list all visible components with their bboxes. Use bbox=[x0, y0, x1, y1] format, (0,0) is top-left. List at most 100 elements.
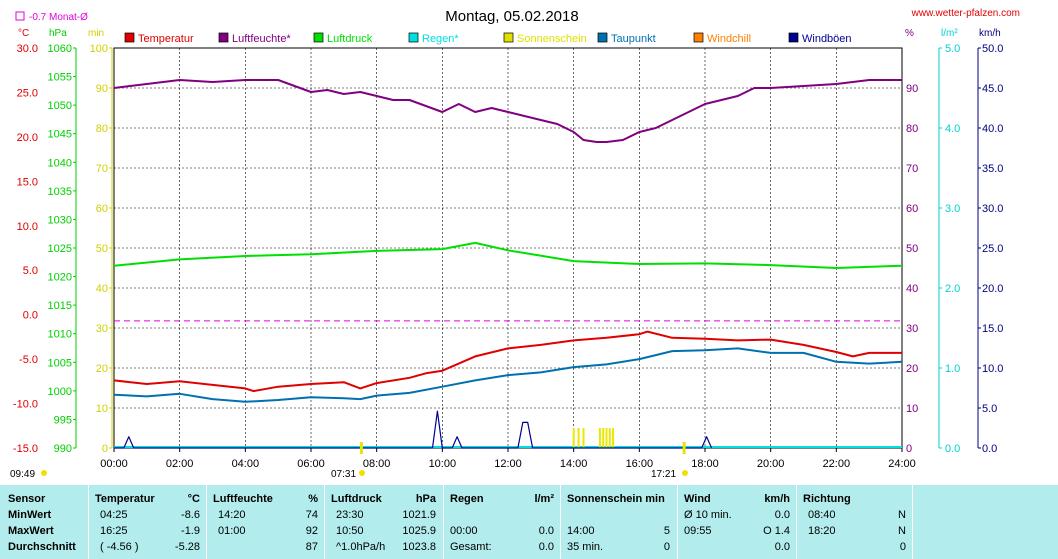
stats-divider bbox=[560, 485, 561, 559]
wind-tick-label: 30.0 bbox=[982, 203, 1003, 215]
min-tick-label: 20 bbox=[96, 363, 108, 375]
stats-header-pressure: Luftdruck bbox=[331, 493, 382, 505]
legend-swatch bbox=[408, 32, 419, 43]
stats-header-temp-unit: °C bbox=[187, 493, 200, 505]
rain-tick-label: 3.0 bbox=[945, 203, 960, 215]
celsius-tick-label: 15.0 bbox=[17, 176, 38, 188]
min-tick-label: 40 bbox=[96, 283, 108, 295]
stats-table: Sensor Temperatur °C Luftfeuchte % Luftd… bbox=[0, 485, 1058, 559]
stats-cell-press-time: ^1.0hPa/h bbox=[336, 541, 386, 553]
legend-swatch bbox=[313, 32, 324, 43]
hpa-tick-label: 1060 bbox=[48, 43, 72, 55]
celsius-tick-label: 10.0 bbox=[17, 221, 38, 233]
wind-tick-label: 5.0 bbox=[982, 403, 997, 415]
x-tick-label: 08:00 bbox=[363, 458, 391, 470]
hpa-tick-label: 995 bbox=[54, 414, 72, 426]
stats-header-temp: Temperatur bbox=[95, 493, 155, 505]
legend-item-label: Windböen bbox=[802, 33, 852, 45]
stats-cell-wind-val: 0.0 bbox=[774, 541, 790, 553]
stats-header-pressure-unit: hPa bbox=[415, 493, 436, 505]
unit-celsius: °C bbox=[18, 28, 29, 39]
x-tick-label: 10:00 bbox=[429, 458, 457, 470]
series-luftfeuchte-line bbox=[113, 79, 902, 143]
chart-legend: Temperatur Luftfeuchte* Luftdruck Regen* Son… bbox=[124, 32, 852, 45]
wind-tick-label: 45.0 bbox=[982, 83, 1003, 95]
wind-tick-label: 10.0 bbox=[982, 363, 1003, 375]
stats-row-label: MaxWert bbox=[8, 525, 54, 537]
stats-header-wind-unit: km/h bbox=[764, 493, 790, 505]
legend-item-label: Regen* bbox=[422, 33, 459, 45]
legend-swatch bbox=[503, 32, 514, 43]
stats-cell-sun-time: 14:00 bbox=[567, 525, 595, 537]
min-tick-label: 90 bbox=[96, 83, 108, 95]
percent-tick-label: 80 bbox=[906, 123, 918, 135]
unit-rain: l/m² bbox=[941, 28, 958, 39]
stats-cell-hum-time: 14:20 bbox=[218, 509, 246, 521]
sunshine-bar bbox=[572, 428, 575, 448]
hpa-tick-label: 1020 bbox=[48, 272, 72, 284]
stats-cell-rain-val: 0.0 bbox=[538, 525, 554, 537]
sunset-marker bbox=[682, 442, 686, 454]
celsius-tick-label: 0.0 bbox=[23, 310, 38, 322]
stats-cell-rain-time: 00:00 bbox=[450, 525, 478, 537]
sunrise-icon bbox=[359, 470, 365, 476]
min-tick-label: 0 bbox=[102, 443, 108, 455]
min-tick-label: 30 bbox=[96, 323, 108, 335]
sunshine-bar bbox=[602, 428, 605, 448]
hpa-tick-label: 1055 bbox=[48, 72, 72, 84]
stats-cell-wind-time: 09:55 bbox=[684, 525, 712, 537]
x-tick-label: 20:00 bbox=[757, 458, 785, 470]
x-tick-label: 24:00 bbox=[888, 458, 916, 470]
stats-divider bbox=[912, 485, 913, 559]
stats-cell-hum-time: 01:00 bbox=[218, 525, 246, 537]
rain-tick-label: 0.0 bbox=[945, 443, 960, 455]
stats-header-sensor: Sensor bbox=[8, 493, 46, 505]
x-tick-label: 14:00 bbox=[560, 458, 588, 470]
stats-cell-dir-val: 0 bbox=[899, 541, 906, 553]
wind-tick-label: 20.0 bbox=[982, 283, 1003, 295]
stats-cell-temp-val: -1.9 bbox=[181, 525, 200, 537]
x-tick-label: 00:00 bbox=[100, 458, 128, 470]
hpa-tick-label: 1050 bbox=[48, 100, 72, 112]
celsius-tick-label: 25.0 bbox=[17, 87, 38, 99]
rain-tick-label: 1.0 bbox=[945, 363, 960, 375]
x-tick-label: 04:00 bbox=[232, 458, 260, 470]
x-tick-label: 06:00 bbox=[297, 458, 325, 470]
stats-cell-temp-time: 04:25 bbox=[100, 509, 128, 521]
stats-header-humidity: Luftfeuchte bbox=[213, 493, 273, 505]
stats-cell-press-time: 23:30 bbox=[336, 509, 364, 521]
stats-cell-press-val: 1025.9 bbox=[402, 525, 436, 537]
stats-row-label: MinWert bbox=[8, 509, 52, 521]
chart-grid bbox=[113, 47, 903, 449]
legend-item-label: Sonnenschein bbox=[517, 33, 587, 45]
left-time-label: 09:49 bbox=[10, 469, 35, 480]
series-windböen-line bbox=[114, 410, 713, 449]
celsius-tick-label: -15.0 bbox=[13, 443, 38, 455]
min-tick-label: 10 bbox=[96, 403, 108, 415]
legend-swatch bbox=[788, 32, 799, 43]
stats-cell-sun-val: 0 bbox=[663, 541, 670, 553]
stats-divider bbox=[206, 485, 207, 559]
stats-divider bbox=[88, 485, 89, 559]
percent-tick-label: 40 bbox=[906, 283, 918, 295]
monthly-avg-swatch bbox=[15, 11, 25, 21]
sunset-icon bbox=[682, 470, 688, 476]
hpa-tick-label: 1035 bbox=[48, 186, 72, 198]
stats-header-direction: Richtung bbox=[803, 493, 851, 505]
legend-swatch bbox=[218, 32, 229, 43]
sunset-label: 17:21 bbox=[651, 469, 676, 480]
rain-tick-label: 2.0 bbox=[945, 283, 960, 295]
website-link[interactable]: www.wetter-pfalzen.com bbox=[911, 8, 1020, 19]
series-luftdruck-line bbox=[113, 241, 903, 269]
hpa-tick-label: 1015 bbox=[48, 300, 72, 312]
unit-percent: % bbox=[905, 28, 914, 39]
legend-item-label: Windchill bbox=[707, 33, 751, 45]
percent-tick-label: 90 bbox=[906, 83, 918, 95]
x-tick-label: 18:00 bbox=[691, 458, 719, 470]
stats-cell-dir-val: N bbox=[898, 525, 906, 537]
x-tick-label: 16:00 bbox=[626, 458, 654, 470]
percent-tick-label: 20 bbox=[906, 363, 918, 375]
stats-header-humidity-unit: % bbox=[308, 493, 318, 505]
stats-divider bbox=[443, 485, 444, 559]
wind-tick-label: 15.0 bbox=[982, 323, 1003, 335]
